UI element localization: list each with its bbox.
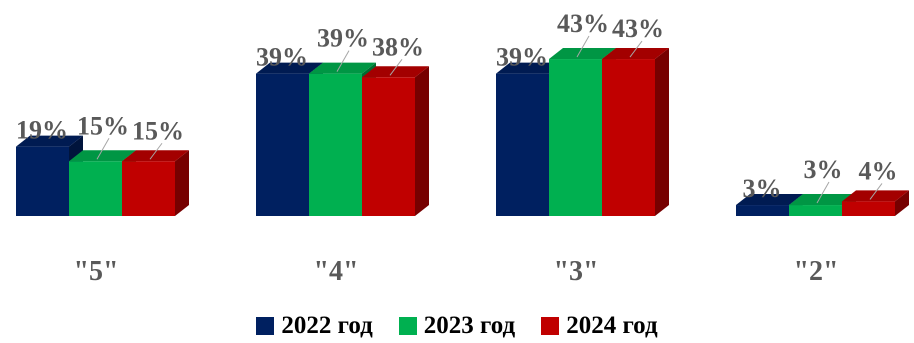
bar-top-2024-0 — [122, 150, 189, 162]
bar-2024-2 — [602, 59, 655, 216]
leader-line-2023-1 — [336, 50, 350, 72]
legend-swatch-2022 — [256, 317, 275, 335]
legend-swatch-2023 — [398, 317, 417, 335]
legend: 2022 год 2023 год 2024 год — [0, 312, 914, 340]
data-label-2022-1: 39% — [256, 43, 308, 72]
bar-2023-3 — [789, 205, 842, 216]
bar-top-2023-3 — [789, 194, 856, 206]
data-label-2023-2: 43% — [557, 9, 609, 38]
bar-2023-0 — [69, 161, 122, 216]
bar-2023-1 — [309, 73, 362, 217]
leader-line-2024-2 — [629, 40, 643, 58]
data-label-2024-3: 4% — [859, 156, 898, 185]
leader-line-2023-0 — [96, 138, 110, 160]
bar-side-2024-1 — [415, 66, 429, 216]
legend-item-2023: 2023 год — [398, 312, 516, 340]
category-label-2: "3" — [553, 256, 598, 287]
data-label-2024-2: 43% — [612, 14, 664, 43]
data-label-2022-2: 39% — [496, 43, 548, 72]
category-label-3: "2" — [793, 256, 838, 287]
bar-side-2024-3 — [895, 190, 909, 216]
bar-top-2023-0 — [69, 150, 136, 162]
bar-top-2022-0 — [16, 135, 83, 147]
bar-top-2023-2 — [549, 48, 616, 60]
bar-2022-0 — [16, 146, 69, 216]
data-label-2022-3: 3% — [743, 174, 782, 203]
bar-2024-0 — [122, 161, 175, 216]
bar-2022-1 — [256, 73, 309, 217]
bar-2024-1 — [362, 77, 415, 216]
leader-line-2024-3 — [869, 183, 883, 200]
bar-top-2022-1 — [256, 62, 323, 74]
data-label-2023-0: 15% — [77, 111, 129, 140]
bar-top-2024-3 — [842, 190, 909, 202]
bar-2023-2 — [549, 59, 602, 216]
legend-label-2022: 2022 год — [281, 312, 373, 339]
bar-top-2022-2 — [496, 62, 563, 74]
legend-item-2024: 2024 год — [541, 312, 658, 340]
category-label-0: "5" — [73, 256, 118, 287]
legend-label-2023: 2023 год — [423, 312, 516, 339]
bar-side-2024-0 — [175, 150, 189, 216]
leader-line-2023-3 — [816, 181, 830, 204]
data-label-2023-3: 3% — [804, 155, 843, 184]
leader-line-2023-2 — [576, 35, 590, 58]
bar-chart: 19% 15% 15%"5"39%39% 38%"4"39%43% 43%"3"3%3%… — [16, 9, 909, 287]
bar-top-2023-1 — [309, 62, 376, 74]
leader-line-2024-1 — [389, 58, 403, 76]
legend-swatch-2024 — [541, 317, 560, 335]
bar-top-2024-2 — [602, 48, 669, 60]
legend-item-2022: 2022 год — [256, 312, 373, 340]
data-label-2024-0: 15% — [132, 116, 184, 145]
bar-2024-3 — [842, 201, 895, 216]
bar-2022-3 — [736, 205, 789, 216]
data-label-2023-1: 39% — [317, 24, 369, 53]
data-label-2022-0: 19% — [16, 116, 68, 145]
data-label-2024-1: 38% — [372, 32, 424, 61]
bar-top-2024-1 — [362, 66, 429, 78]
bar-top-2022-3 — [736, 194, 803, 206]
legend-label-2024: 2024 год — [566, 312, 658, 339]
leader-line-2024-0 — [149, 142, 163, 160]
bar-side-2024-2 — [655, 48, 669, 216]
bar-2022-2 — [496, 73, 549, 217]
category-label-1: "4" — [313, 256, 358, 287]
